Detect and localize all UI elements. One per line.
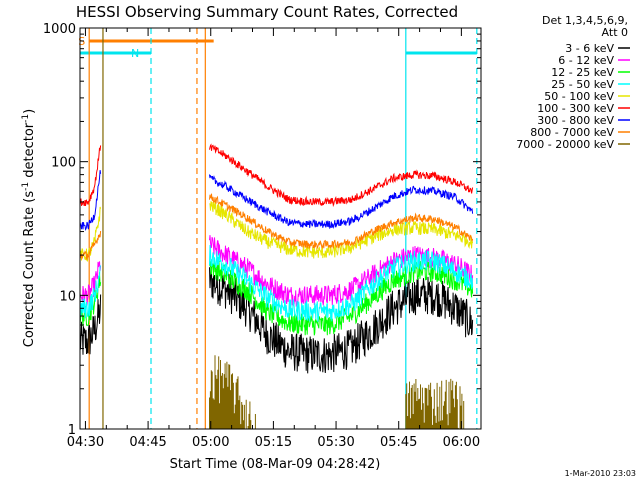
y-tick-label: 1 bbox=[68, 423, 76, 438]
series-line bbox=[209, 244, 474, 322]
footer-timestamp: 1-Mar-2010 23:03 bbox=[565, 469, 636, 478]
chart-title: HESSI Observing Summary Count Rates, Cor… bbox=[76, 3, 458, 21]
series-line bbox=[209, 355, 256, 429]
x-tick-label: 06:00 bbox=[443, 435, 480, 450]
x-tick-label: 04:45 bbox=[129, 435, 166, 450]
plot-frame bbox=[79, 27, 482, 430]
x-axis: 04:30 04:45 05:00 05:15 05:30 05:45 06:00 bbox=[67, 28, 480, 450]
x-tick-label: 05:15 bbox=[255, 435, 292, 450]
y-tick-label: 1000 bbox=[43, 22, 76, 37]
x-tick-label: 05:00 bbox=[192, 435, 229, 450]
y-tick-label: 10 bbox=[59, 289, 76, 304]
series-line bbox=[79, 230, 102, 261]
x-tick-label: 05:45 bbox=[380, 435, 417, 450]
legend-header-line: Att 0 bbox=[602, 26, 628, 39]
y-tick-label: 100 bbox=[51, 156, 76, 171]
vertical-markers bbox=[88, 28, 478, 429]
legend-label: 6 - 12 keV bbox=[558, 54, 614, 67]
series-line bbox=[209, 174, 474, 230]
series-line bbox=[79, 261, 102, 306]
series-line bbox=[209, 200, 474, 259]
legend-label: 800 - 7000 keV bbox=[530, 126, 614, 139]
series-line bbox=[79, 272, 102, 327]
series-line bbox=[209, 258, 474, 336]
x-tick-label: 04:30 bbox=[67, 435, 104, 450]
series-line bbox=[209, 193, 474, 250]
legend-label: 3 - 6 keV bbox=[565, 42, 614, 55]
legend-label: 300 - 800 keV bbox=[537, 114, 614, 127]
series-line bbox=[79, 145, 102, 206]
legend-header: Det 1,3,4,5,6,9,Att 0 bbox=[542, 14, 628, 39]
series-line bbox=[405, 378, 465, 429]
y-axis-label: Corrected Count Rate (s-1 detector-1) bbox=[21, 109, 37, 347]
series-line bbox=[79, 265, 102, 319]
x-tick-label: 05:30 bbox=[317, 435, 354, 450]
legend-label: 100 - 300 keV bbox=[537, 102, 614, 115]
series-line bbox=[79, 170, 102, 232]
series-line bbox=[79, 294, 102, 355]
legend-header-line: Det 1,3,4,5,6,9, bbox=[542, 14, 628, 27]
series-group bbox=[79, 143, 474, 429]
legend-label: 7000 - 20000 keV bbox=[516, 138, 614, 151]
legend-label: 50 - 100 keV bbox=[544, 90, 614, 103]
series-line bbox=[209, 266, 474, 374]
state-bars: SN bbox=[78, 35, 477, 60]
series-line bbox=[209, 143, 474, 208]
legend-label: 25 - 50 keV bbox=[551, 78, 614, 91]
state-bar-label: N bbox=[131, 47, 139, 60]
y-axis: 1 10 100 1000 bbox=[43, 22, 481, 438]
legend-label: 12 - 25 keV bbox=[551, 66, 614, 79]
x-axis-label: Start Time (08-Mar-09 04:28:42) bbox=[170, 457, 381, 472]
